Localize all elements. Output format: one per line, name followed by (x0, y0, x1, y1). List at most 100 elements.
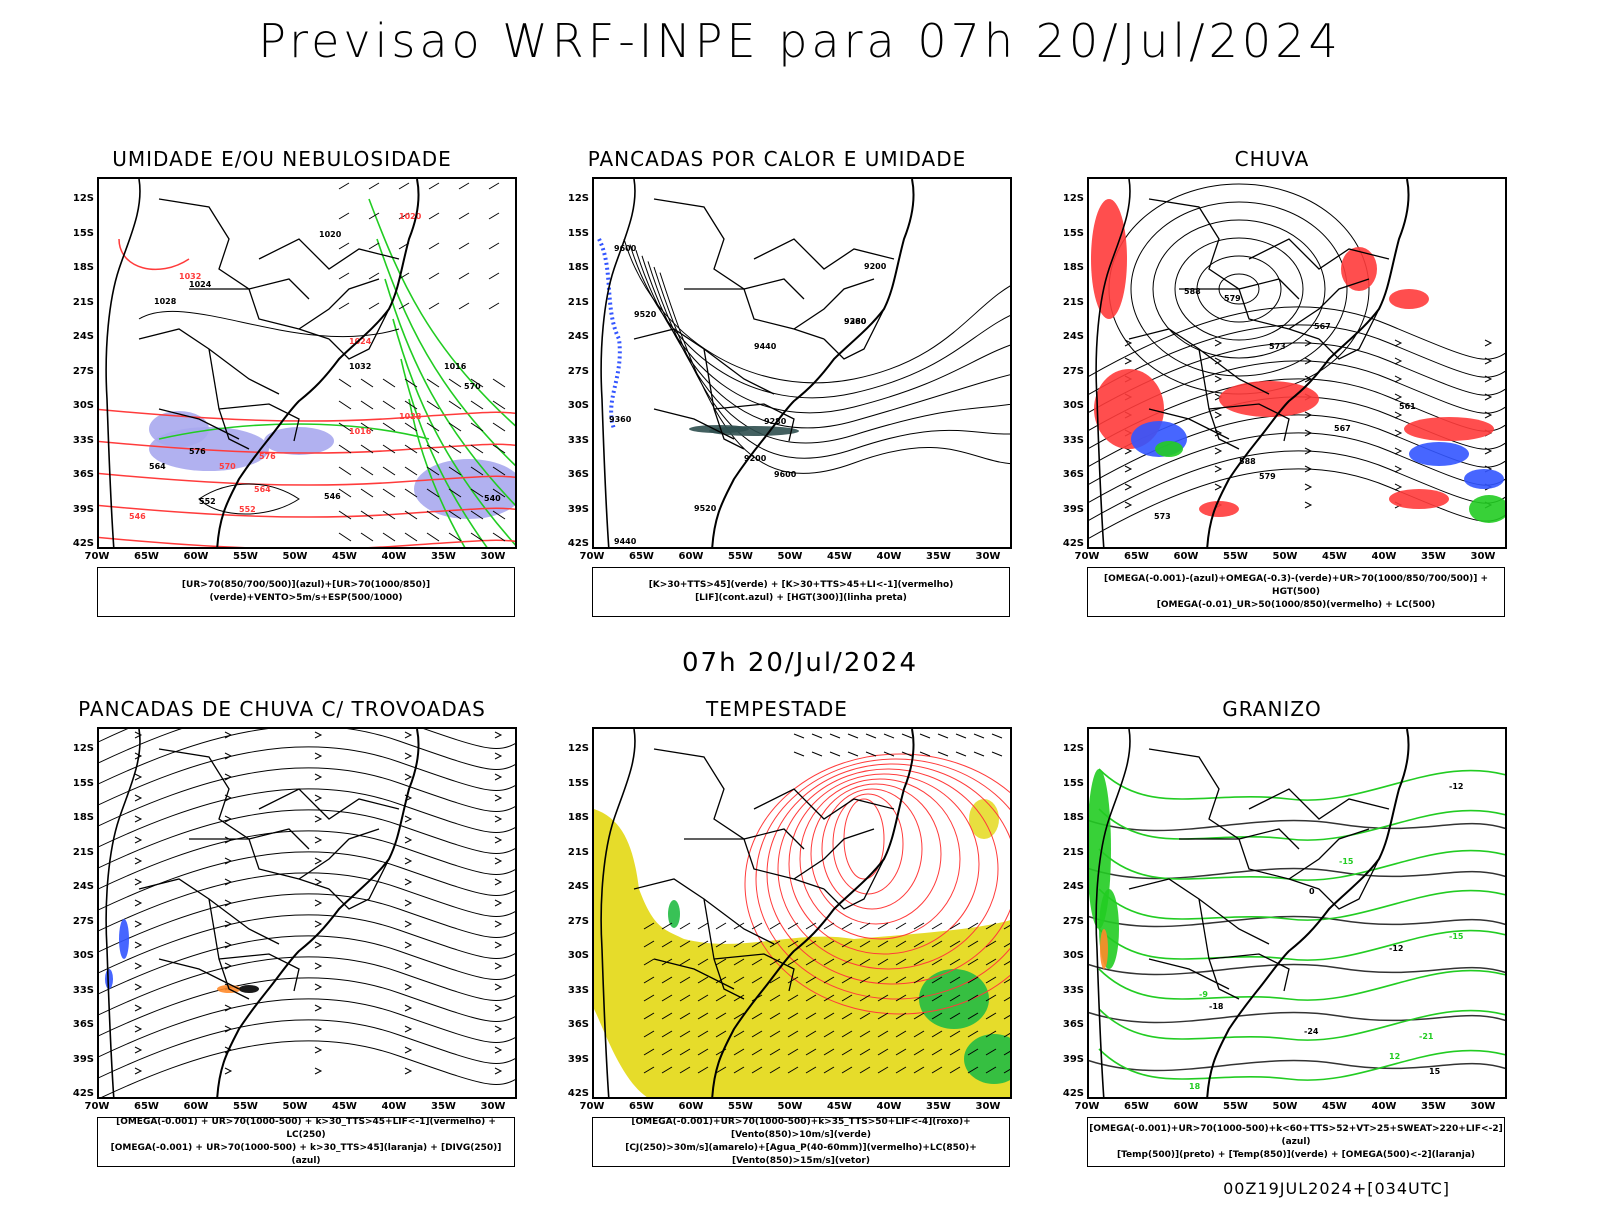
map-frame[interactable]: -12 -15 -18 -21 -24 12 15 18 0 -9 -12 -15 (1087, 727, 1507, 1099)
hgt300-contour (635, 250, 1010, 414)
wind-vector (733, 1012, 745, 1020)
wind-vector (913, 1048, 925, 1056)
wind-vector (823, 922, 835, 930)
map-frame[interactable] (592, 727, 1012, 1099)
streamline-arrow (404, 878, 413, 886)
lon-tick-label: 55W (1223, 551, 1248, 562)
wind-vector (488, 212, 500, 220)
wind-vector (805, 1066, 817, 1074)
west-coastline (1095, 729, 1131, 1097)
wind-vector (715, 1066, 727, 1074)
panel-legend: [UR>70(850/700/500)](azul)+[UR>70(1000/8… (97, 567, 515, 617)
wind-vector (787, 994, 799, 1002)
streamline-arrow (1484, 447, 1493, 455)
wind-vector (458, 242, 470, 250)
contour-label: 9440 (754, 342, 777, 351)
political-border (158, 408, 240, 440)
wind-vector (865, 733, 877, 739)
streamline-arrow (134, 752, 143, 760)
wind-vector (458, 212, 470, 220)
lon-tick-label: 30W (975, 551, 1001, 562)
map-frame[interactable]: 588 579 573 567 561 588 579 573 567 (1087, 177, 1507, 549)
temp850-dense (1089, 769, 1111, 929)
lc250-streamline (99, 977, 515, 1037)
streamline-arrow (1214, 447, 1223, 455)
humidity-contour-lower (376, 238, 515, 467)
lc250-streamline (101, 1040, 515, 1097)
lat-tick-label: 42S (1062, 538, 1084, 549)
wind-vector (488, 242, 500, 250)
lat-tick-label: 33S (567, 984, 589, 996)
wind-vector (360, 488, 374, 498)
east-coastline (711, 179, 915, 547)
wind-vector (967, 1048, 979, 1056)
political-border (793, 828, 875, 880)
wind-vector (895, 1048, 907, 1056)
wind850-area (964, 1034, 1010, 1084)
panel-trovoadas: PANCADAS DE CHUVA C/ TROVOADAS [OMEGA(-0… (42, 697, 542, 1207)
lon-tick-label: 30W (1470, 551, 1496, 562)
lon-tick-label: 45W (827, 1101, 852, 1112)
streamline-arrow (134, 899, 143, 907)
wind-vector (823, 1066, 835, 1074)
map-frame[interactable]: 9600 9520 9440 9360 9280 9200 9600 9520 9440 9360… (592, 177, 1012, 549)
political-border (653, 748, 805, 850)
contour-label: 561 (1399, 402, 1416, 411)
political-border (208, 348, 250, 450)
political-border (258, 238, 400, 270)
political-border (823, 308, 885, 360)
wind-vector (949, 922, 961, 930)
omega500-area (1100, 929, 1108, 969)
political-border (753, 788, 895, 820)
contour-label: 0 (1309, 887, 1315, 896)
wind-vector (877, 958, 889, 966)
wind-vector (404, 400, 418, 410)
wind-vector (492, 510, 506, 520)
wind-vector (382, 532, 396, 542)
wind-vector (805, 1012, 817, 1020)
lon-tick-label: 55W (233, 551, 258, 562)
streamline-arrow (314, 752, 323, 760)
wind-vector (661, 940, 673, 948)
wind-vector (829, 733, 841, 739)
streamline-arrow (1124, 339, 1133, 347)
wind-vector (967, 994, 979, 1002)
streamline-arrow (134, 836, 143, 844)
wind-vector (338, 212, 350, 220)
lat-tick-label: 27S (567, 915, 589, 927)
lc250-streamline (99, 956, 515, 1016)
political-border (1148, 408, 1230, 440)
lat-tick-label: 21S (72, 296, 94, 308)
political-border (1288, 278, 1370, 330)
panel-legend: [OMEGA(-0.001) + UR>70(1000-500) + k>30_… (97, 1117, 515, 1167)
political-border (158, 198, 310, 300)
political-border (653, 198, 805, 300)
thickness-contour (118, 238, 190, 271)
map-frame[interactable]: 1020 1024 1028 1032 1016 570 576 564 552 546 540 10… (97, 177, 517, 549)
political-border (753, 238, 895, 270)
contour-label: 18 (1189, 1082, 1201, 1091)
map-svg (99, 729, 515, 1097)
precipitable-water-contour (821, 788, 923, 910)
wind-vector (877, 940, 889, 948)
political-border (1318, 308, 1380, 360)
contour-label: 564 (254, 485, 271, 494)
streamline-arrow (494, 899, 503, 907)
wind-vector (715, 940, 727, 948)
wind-vector (733, 1030, 745, 1038)
wind-vector (841, 1048, 853, 1056)
wind-vector (428, 212, 440, 220)
wind-vector (679, 976, 691, 984)
wind-vector (715, 1030, 727, 1038)
wind-vector (859, 994, 871, 1002)
lc500-streamline (1089, 306, 1505, 377)
lat-tick-label: 18S (72, 812, 94, 823)
wind-vector (382, 488, 396, 498)
political-border (328, 308, 390, 360)
political-border (793, 278, 875, 330)
wind-vector (448, 378, 462, 388)
lat-tick-label: 15S (1062, 777, 1084, 789)
wind-vector (1003, 960, 1010, 966)
lc250-streamline (99, 729, 129, 743)
map-frame[interactable] (97, 727, 517, 1099)
